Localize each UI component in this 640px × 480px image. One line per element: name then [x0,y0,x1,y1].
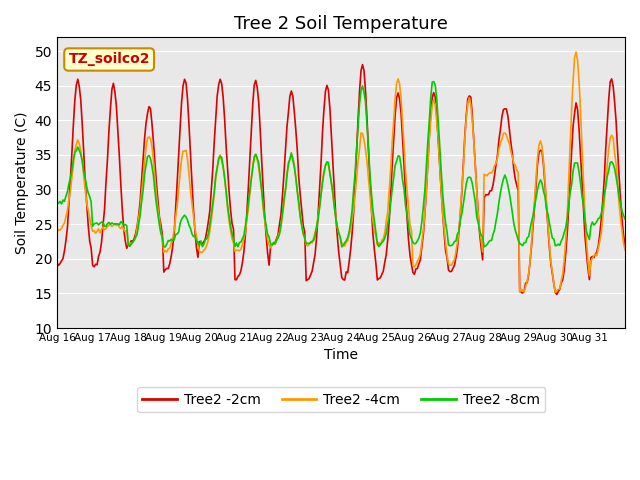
Tree2 -8cm [545,220,553,226]
Tree2 -2cm [90,264,98,270]
Tree2 -4cm [53,229,61,235]
Text: TZ_soilco2: TZ_soilco2 [68,52,150,67]
Tree2 -2cm [621,243,629,249]
Tree2 -8cm [347,219,355,225]
Tree2 -2cm [53,260,61,266]
Tree2 -2cm [72,82,80,88]
Tree2 -2cm [620,232,627,238]
Tree2 -4cm [572,49,580,55]
Tree2 -4cm [621,247,629,253]
Tree2 -4cm [543,198,550,204]
Y-axis label: Soil Temperature (C): Soil Temperature (C) [15,111,29,254]
X-axis label: Time: Time [324,348,358,362]
Tree2 -4cm [346,232,353,238]
Legend: Tree2 -2cm, Tree2 -4cm, Tree2 -8cm: Tree2 -2cm, Tree2 -4cm, Tree2 -8cm [137,387,545,412]
Tree2 -2cm [553,291,561,297]
Line: Tree2 -4cm: Tree2 -4cm [57,52,625,292]
Tree2 -8cm [461,191,468,196]
Tree2 -8cm [620,212,627,218]
Tree2 -4cm [458,185,466,191]
Tree2 -4cm [90,228,98,234]
Tree2 -8cm [72,148,80,154]
Tree2 -2cm [346,259,353,264]
Tree2 -8cm [90,221,98,227]
Tree2 -8cm [621,216,629,222]
Title: Tree 2 Soil Temperature: Tree 2 Soil Temperature [234,15,448,33]
Tree2 -4cm [620,240,627,246]
Tree2 -8cm [161,244,169,250]
Tree2 -8cm [53,201,61,206]
Line: Tree2 -8cm: Tree2 -8cm [57,82,625,247]
Tree2 -2cm [358,62,366,68]
Tree2 -2cm [460,160,467,166]
Line: Tree2 -2cm: Tree2 -2cm [57,65,625,294]
Tree2 -8cm [430,79,438,84]
Tree2 -4cm [72,142,80,147]
Tree2 -2cm [544,224,552,229]
Tree2 -4cm [552,289,559,295]
